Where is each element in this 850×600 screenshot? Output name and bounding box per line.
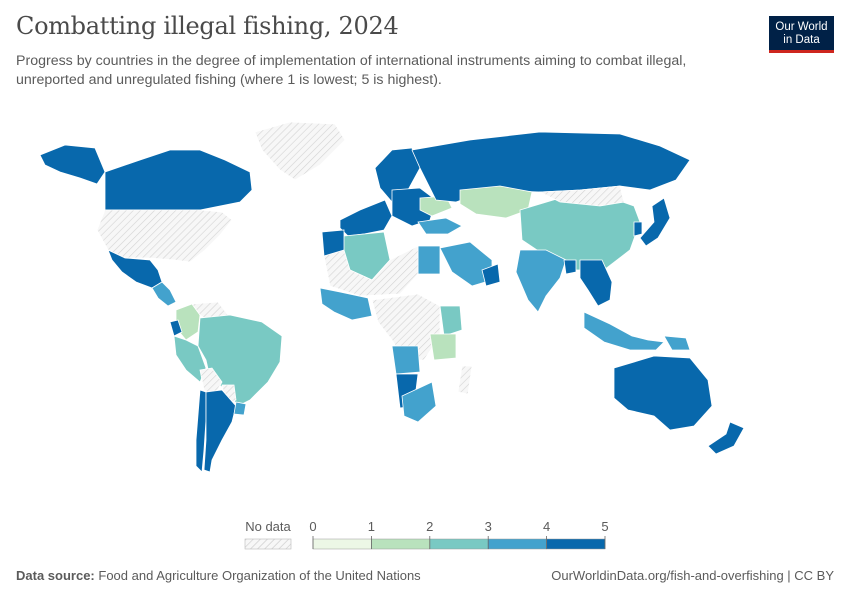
logo-line-1: Our World [775, 21, 828, 33]
country-argentina[interactable] [203, 389, 237, 473]
logo-line-2: in Data [783, 34, 820, 46]
country-mongolia[interactable] [538, 185, 625, 207]
country-egypt[interactable] [417, 245, 441, 275]
page-title: Combatting illegal fishing, 2024 [16, 12, 399, 40]
country-russia[interactable] [411, 131, 691, 203]
owid-logo[interactable]: Our World in Data [769, 16, 834, 53]
legend-bin-1[interactable] [312, 538, 372, 550]
country-angola[interactable] [391, 345, 421, 375]
country-uruguay[interactable] [233, 401, 247, 416]
legend-tick-label: 0 [309, 519, 316, 534]
legend-tick-label: 3 [485, 519, 492, 534]
page-subtitle: Progress by countries in the degree of i… [16, 53, 687, 88]
country-north-africa[interactable] [323, 245, 419, 297]
legend-no-data-label: No data [245, 519, 291, 534]
country-kazakhstan[interactable] [459, 185, 533, 219]
country-central-africa[interactable] [371, 293, 441, 361]
legend-bin-2[interactable] [371, 538, 431, 550]
country-west-africa[interactable] [319, 287, 373, 321]
legend-tick-label: 5 [601, 519, 608, 534]
legend-no-data-swatch [244, 538, 292, 550]
country-south-africa[interactable] [401, 381, 437, 423]
world-map[interactable] [0, 110, 850, 510]
country-kenya[interactable] [439, 305, 463, 337]
country-bangladesh[interactable] [563, 259, 577, 275]
legend-tick-label: 4 [543, 519, 550, 534]
country-ecuador[interactable] [169, 319, 183, 337]
legend-bin-3[interactable] [429, 538, 489, 550]
country-greenland[interactable] [254, 121, 346, 181]
country-india[interactable] [515, 249, 567, 313]
legend-tick-label: 2 [426, 519, 433, 534]
data-source: Data source: Food and Agriculture Organi… [16, 568, 421, 583]
country-oman[interactable] [481, 263, 501, 287]
country-canada[interactable] [104, 149, 253, 211]
legend-bin-5[interactable] [546, 538, 606, 550]
country-southeast-asia[interactable] [579, 259, 613, 307]
country-tanzania[interactable] [429, 333, 457, 361]
country-central-america[interactable] [151, 281, 177, 307]
country-papua-new-guinea[interactable] [663, 335, 691, 351]
legend-tick-label: 1 [368, 519, 375, 534]
country-south-korea[interactable] [633, 221, 643, 237]
data-source-text[interactable]: Food and Agriculture Organization of the… [98, 568, 421, 583]
source-url[interactable]: OurWorldinData.org/fish-and-overfishing … [551, 568, 834, 583]
legend-bin-4[interactable] [487, 538, 547, 550]
country-indonesia[interactable] [583, 311, 665, 351]
country-madagascar[interactable] [457, 365, 473, 395]
country-australia[interactable] [613, 355, 713, 431]
country-turkey[interactable] [417, 217, 463, 235]
country-western-europe[interactable] [339, 199, 393, 237]
data-source-label: Data source: [16, 568, 95, 583]
country-alaska[interactable] [39, 144, 106, 185]
country-new-zealand[interactable] [707, 421, 745, 455]
country-bolivia[interactable] [199, 367, 223, 397]
country-japan[interactable] [639, 197, 671, 247]
